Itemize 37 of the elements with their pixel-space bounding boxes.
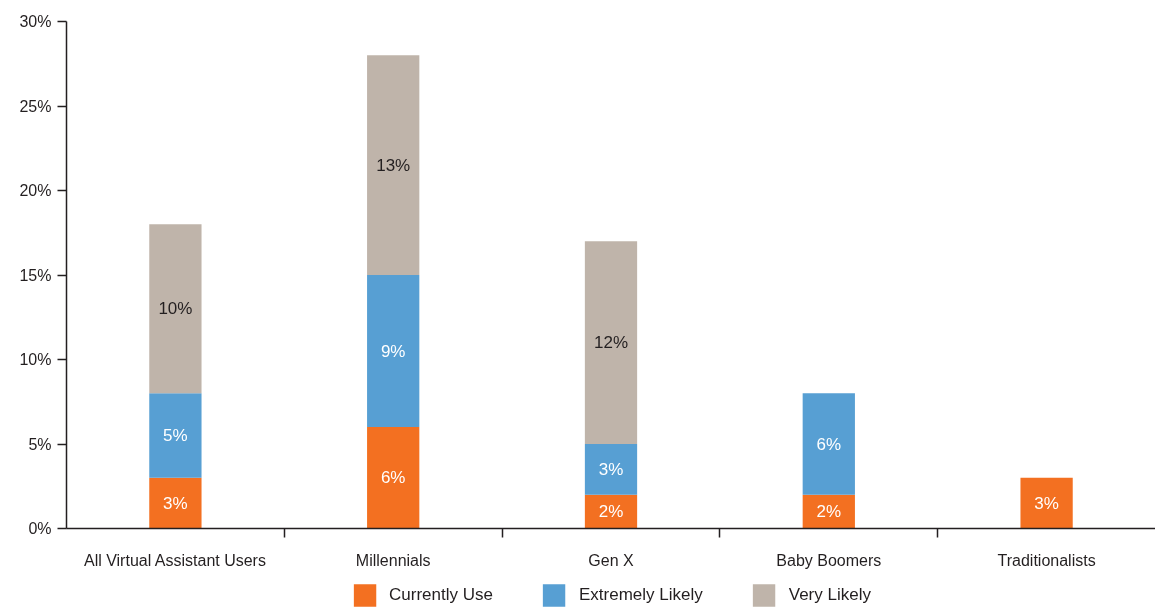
data-label: 3% xyxy=(598,459,624,479)
y-tick-label: 10% xyxy=(19,351,52,368)
y-tick-label: 25% xyxy=(19,97,52,115)
bar xyxy=(149,477,202,529)
bar xyxy=(367,427,420,529)
data-label: 2% xyxy=(816,502,842,522)
data-label: 3% xyxy=(163,493,188,513)
data-label: 5% xyxy=(163,426,188,446)
data-label: 6% xyxy=(380,468,406,488)
legend-label: Extremely Likely xyxy=(578,585,703,605)
data-label: 2% xyxy=(598,502,624,522)
bar xyxy=(584,444,638,495)
bar xyxy=(1020,477,1073,529)
data-label: 6% xyxy=(816,434,842,454)
data-label: 12% xyxy=(593,333,629,353)
bar xyxy=(149,224,202,394)
x-tick-label: Gen X xyxy=(588,551,635,569)
legend-label: Currently Use xyxy=(389,585,493,605)
data-label: 10% xyxy=(158,299,193,319)
x-tick-label: All Virtual Assistant Users xyxy=(83,551,266,569)
data-label: 13% xyxy=(376,155,411,175)
bar xyxy=(149,393,202,478)
bar xyxy=(584,241,638,444)
y-tick-label: 20% xyxy=(19,182,52,199)
bar xyxy=(367,275,420,428)
data-label: 9% xyxy=(380,341,406,361)
y-tick-label: 15% xyxy=(19,266,52,284)
y-tick-label: 5% xyxy=(28,435,52,453)
legend-label: Very Likely xyxy=(788,585,871,605)
x-tick-label: Millennials xyxy=(355,551,431,569)
x-tick-label: Baby Boomers xyxy=(776,551,882,569)
bar xyxy=(367,55,420,275)
y-tick-label: 30% xyxy=(19,13,52,30)
data-label: 3% xyxy=(1034,493,1059,513)
x-tick-label: Traditionalists xyxy=(997,551,1096,569)
y-tick-label: 0% xyxy=(28,520,52,537)
bar xyxy=(802,393,855,495)
